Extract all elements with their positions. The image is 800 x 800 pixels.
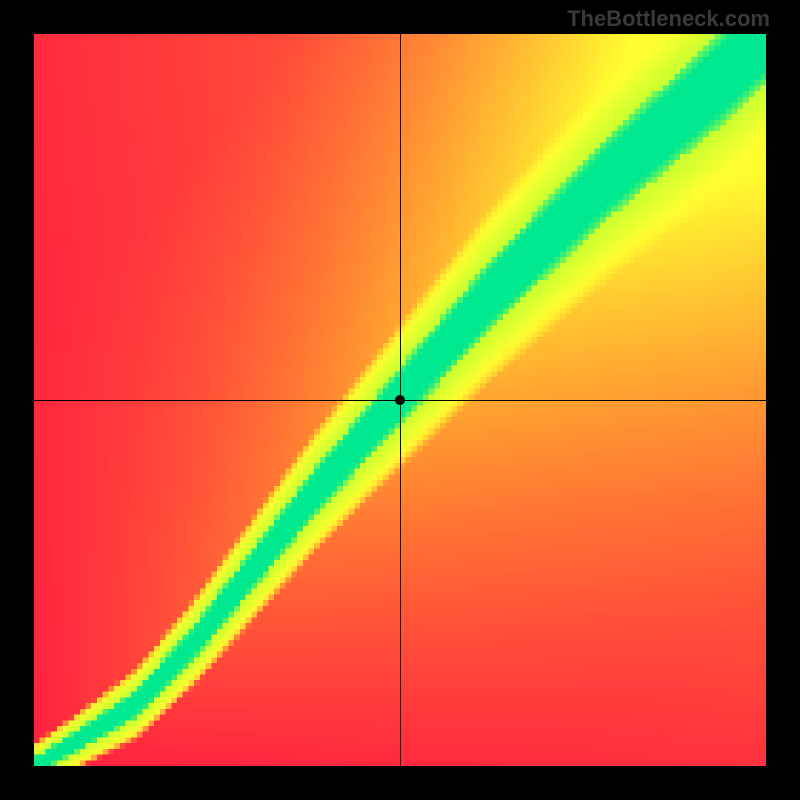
chart-container: TheBottleneck.com (0, 0, 800, 800)
marker-dot (395, 395, 405, 405)
watermark-text: TheBottleneck.com (567, 6, 770, 32)
